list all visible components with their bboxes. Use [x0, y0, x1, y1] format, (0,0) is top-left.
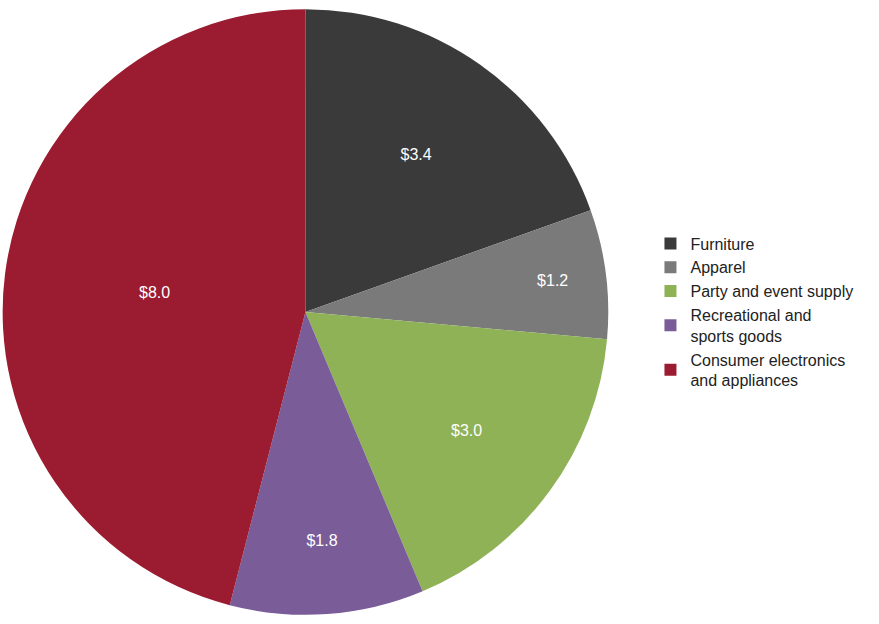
svg-text:$1.2: $1.2: [537, 272, 568, 289]
svg-text:Party and event supply: Party and event supply: [690, 283, 853, 300]
svg-text:$1.8: $1.8: [306, 532, 337, 549]
svg-text:Furniture: Furniture: [690, 236, 754, 253]
svg-text:$3.0: $3.0: [451, 422, 482, 439]
svg-text:Apparel: Apparel: [690, 259, 745, 276]
svg-text:Recreational andsports goods: Recreational andsports goods: [690, 307, 811, 345]
svg-text:$8.0: $8.0: [139, 284, 170, 301]
svg-text:Consumer electronicsand applia: Consumer electronicsand appliances: [690, 352, 845, 390]
svg-text:$3.4: $3.4: [401, 146, 432, 163]
